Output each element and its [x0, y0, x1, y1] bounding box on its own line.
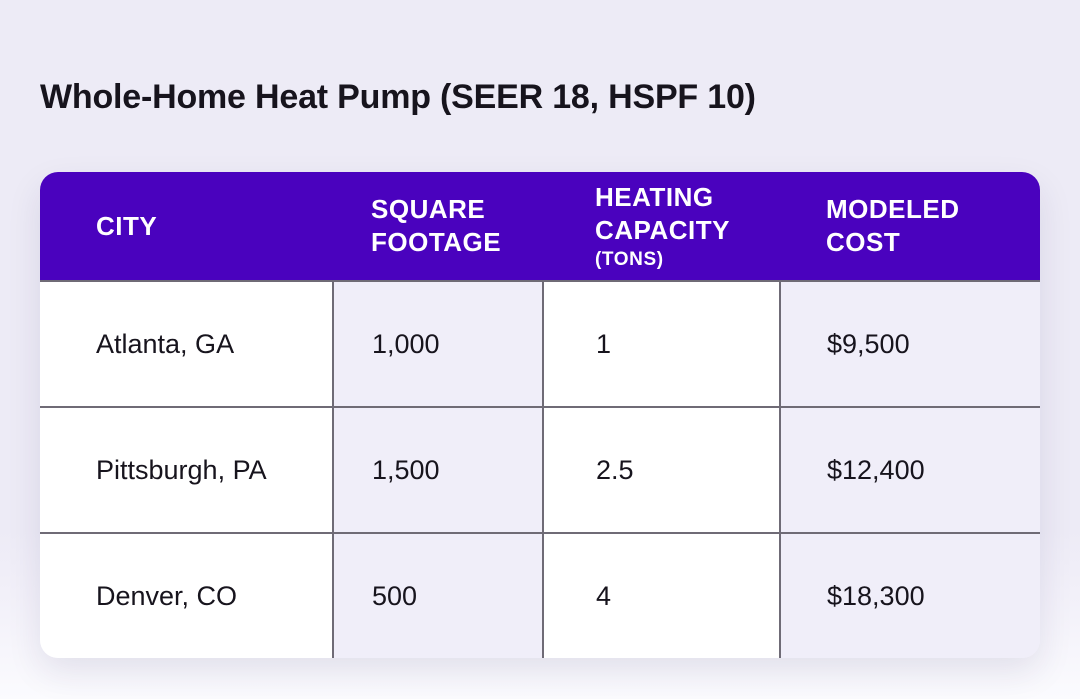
cell-city: Denver, CO	[40, 532, 333, 658]
table-row: Pittsburgh, PA 1,500 2.5 $12,400	[40, 406, 1040, 533]
column-header-label: SQUARE FOOTAGE	[371, 194, 502, 257]
table-row: Atlanta, GA 1,000 1 $9,500	[40, 280, 1040, 407]
column-header-square-footage: SQUARE FOOTAGE	[333, 172, 543, 281]
cell-square-footage: 1,500	[332, 406, 543, 533]
cell-heating-capacity: 1	[542, 280, 780, 407]
table-card: CITY SQUARE FOOTAGE HEATING CAPACITY (TON…	[40, 172, 1040, 658]
cell-square-footage: 1,000	[332, 280, 543, 407]
heat-pump-table: CITY SQUARE FOOTAGE HEATING CAPACITY (TON…	[40, 172, 1040, 658]
column-header-heating-capacity: HEATING CAPACITY (TONS)	[543, 172, 780, 281]
cell-modeled-cost: $18,300	[779, 532, 1040, 658]
column-header-modeled-cost: MODELED COST	[780, 172, 1040, 281]
cell-city: Pittsburgh, PA	[40, 406, 333, 533]
column-header-sublabel: (TONS)	[595, 248, 664, 270]
header-row: CITY SQUARE FOOTAGE HEATING CAPACITY (TON…	[40, 172, 1040, 281]
cell-heating-capacity: 4	[542, 532, 780, 658]
cell-modeled-cost: $9,500	[779, 280, 1040, 407]
table-row: Denver, CO 500 4 $18,300	[40, 532, 1040, 658]
column-header-label: HEATING CAPACITY (TONS)	[595, 181, 765, 272]
cell-heating-capacity: 2.5	[542, 406, 780, 533]
page-title: Whole-Home Heat Pump (SEER 18, HSPF 10)	[40, 78, 756, 116]
page: Whole-Home Heat Pump (SEER 18, HSPF 10) …	[40, 78, 1040, 658]
cell-modeled-cost: $12,400	[779, 406, 1040, 533]
cell-square-footage: 500	[332, 532, 543, 658]
column-header-label: CITY	[96, 210, 158, 241]
column-header-city: CITY	[40, 172, 333, 281]
cell-city: Atlanta, GA	[40, 280, 333, 407]
column-header-label: MODELED COST	[826, 194, 960, 257]
